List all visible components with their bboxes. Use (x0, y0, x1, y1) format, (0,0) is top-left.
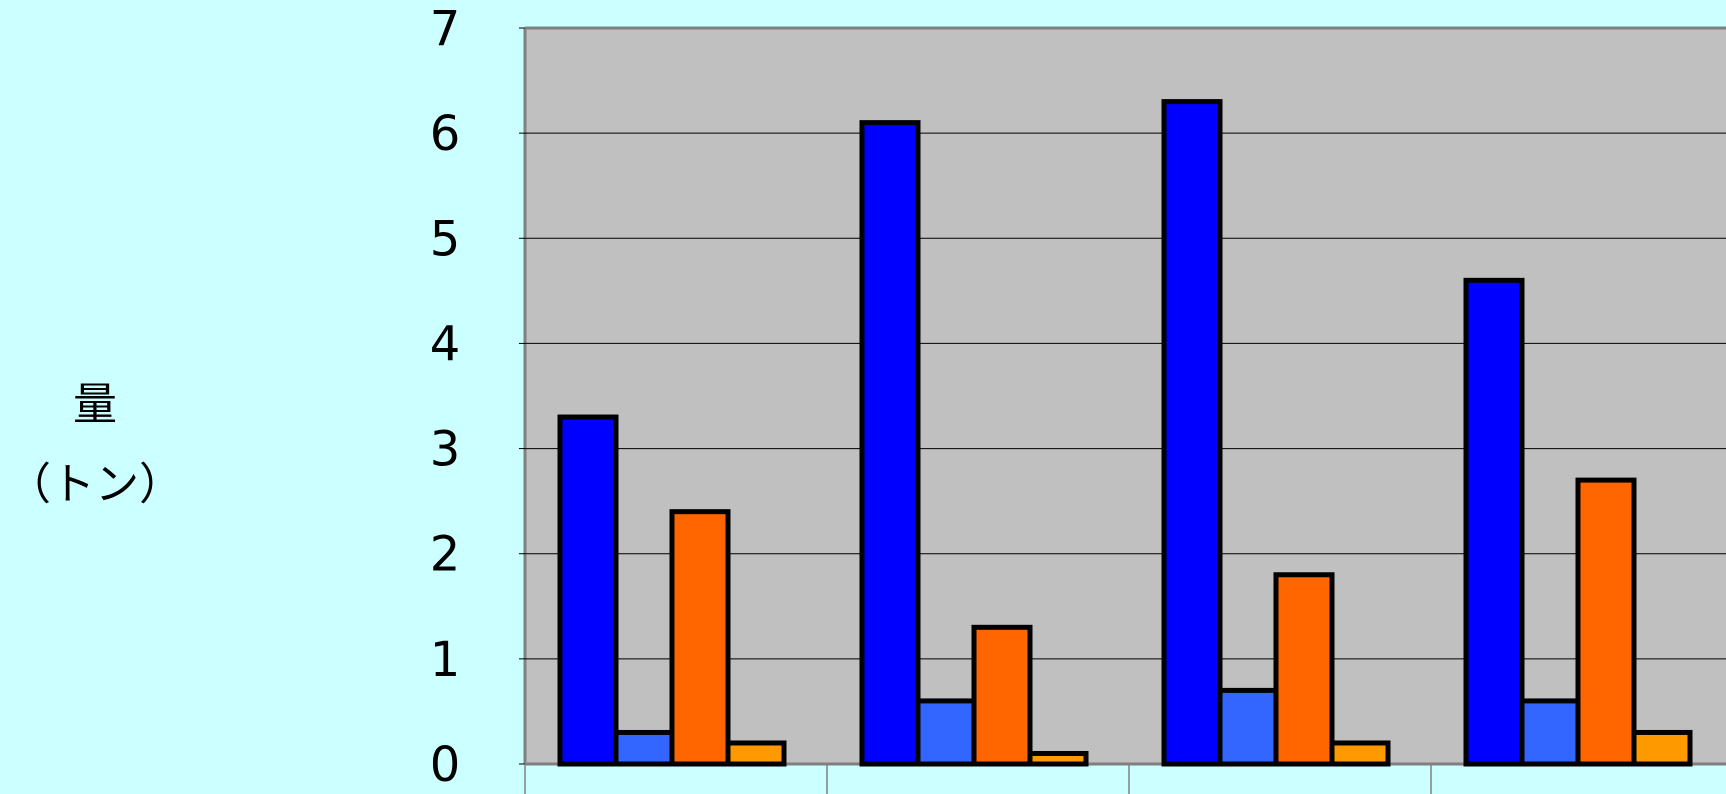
bar (1631, 729, 1693, 767)
y-axis-unit-label: （トン） (7, 459, 183, 510)
y-tick-label: 3 (430, 422, 461, 478)
y-tick-label: 5 (430, 211, 461, 267)
bar (557, 414, 619, 767)
bar (1519, 698, 1581, 767)
bar (725, 740, 787, 767)
bar (669, 509, 731, 767)
bar (915, 698, 977, 767)
bar (1575, 477, 1637, 767)
y-axis-label: 量 (73, 379, 117, 430)
bar (1217, 687, 1279, 767)
y-tick-label: 4 (430, 316, 461, 372)
y-tick-label: 0 (430, 737, 461, 793)
bar (971, 624, 1033, 767)
bar (1273, 572, 1335, 767)
y-tick-label: 2 (430, 527, 461, 583)
y-tick-label: 1 (430, 632, 461, 688)
bar (1161, 99, 1223, 767)
bar (1463, 277, 1525, 767)
bar (1027, 750, 1089, 767)
y-tick-label: 7 (430, 1, 461, 57)
bar (859, 120, 921, 767)
bar (613, 729, 675, 767)
y-tick-label: 6 (430, 106, 461, 162)
bar (1329, 740, 1391, 767)
